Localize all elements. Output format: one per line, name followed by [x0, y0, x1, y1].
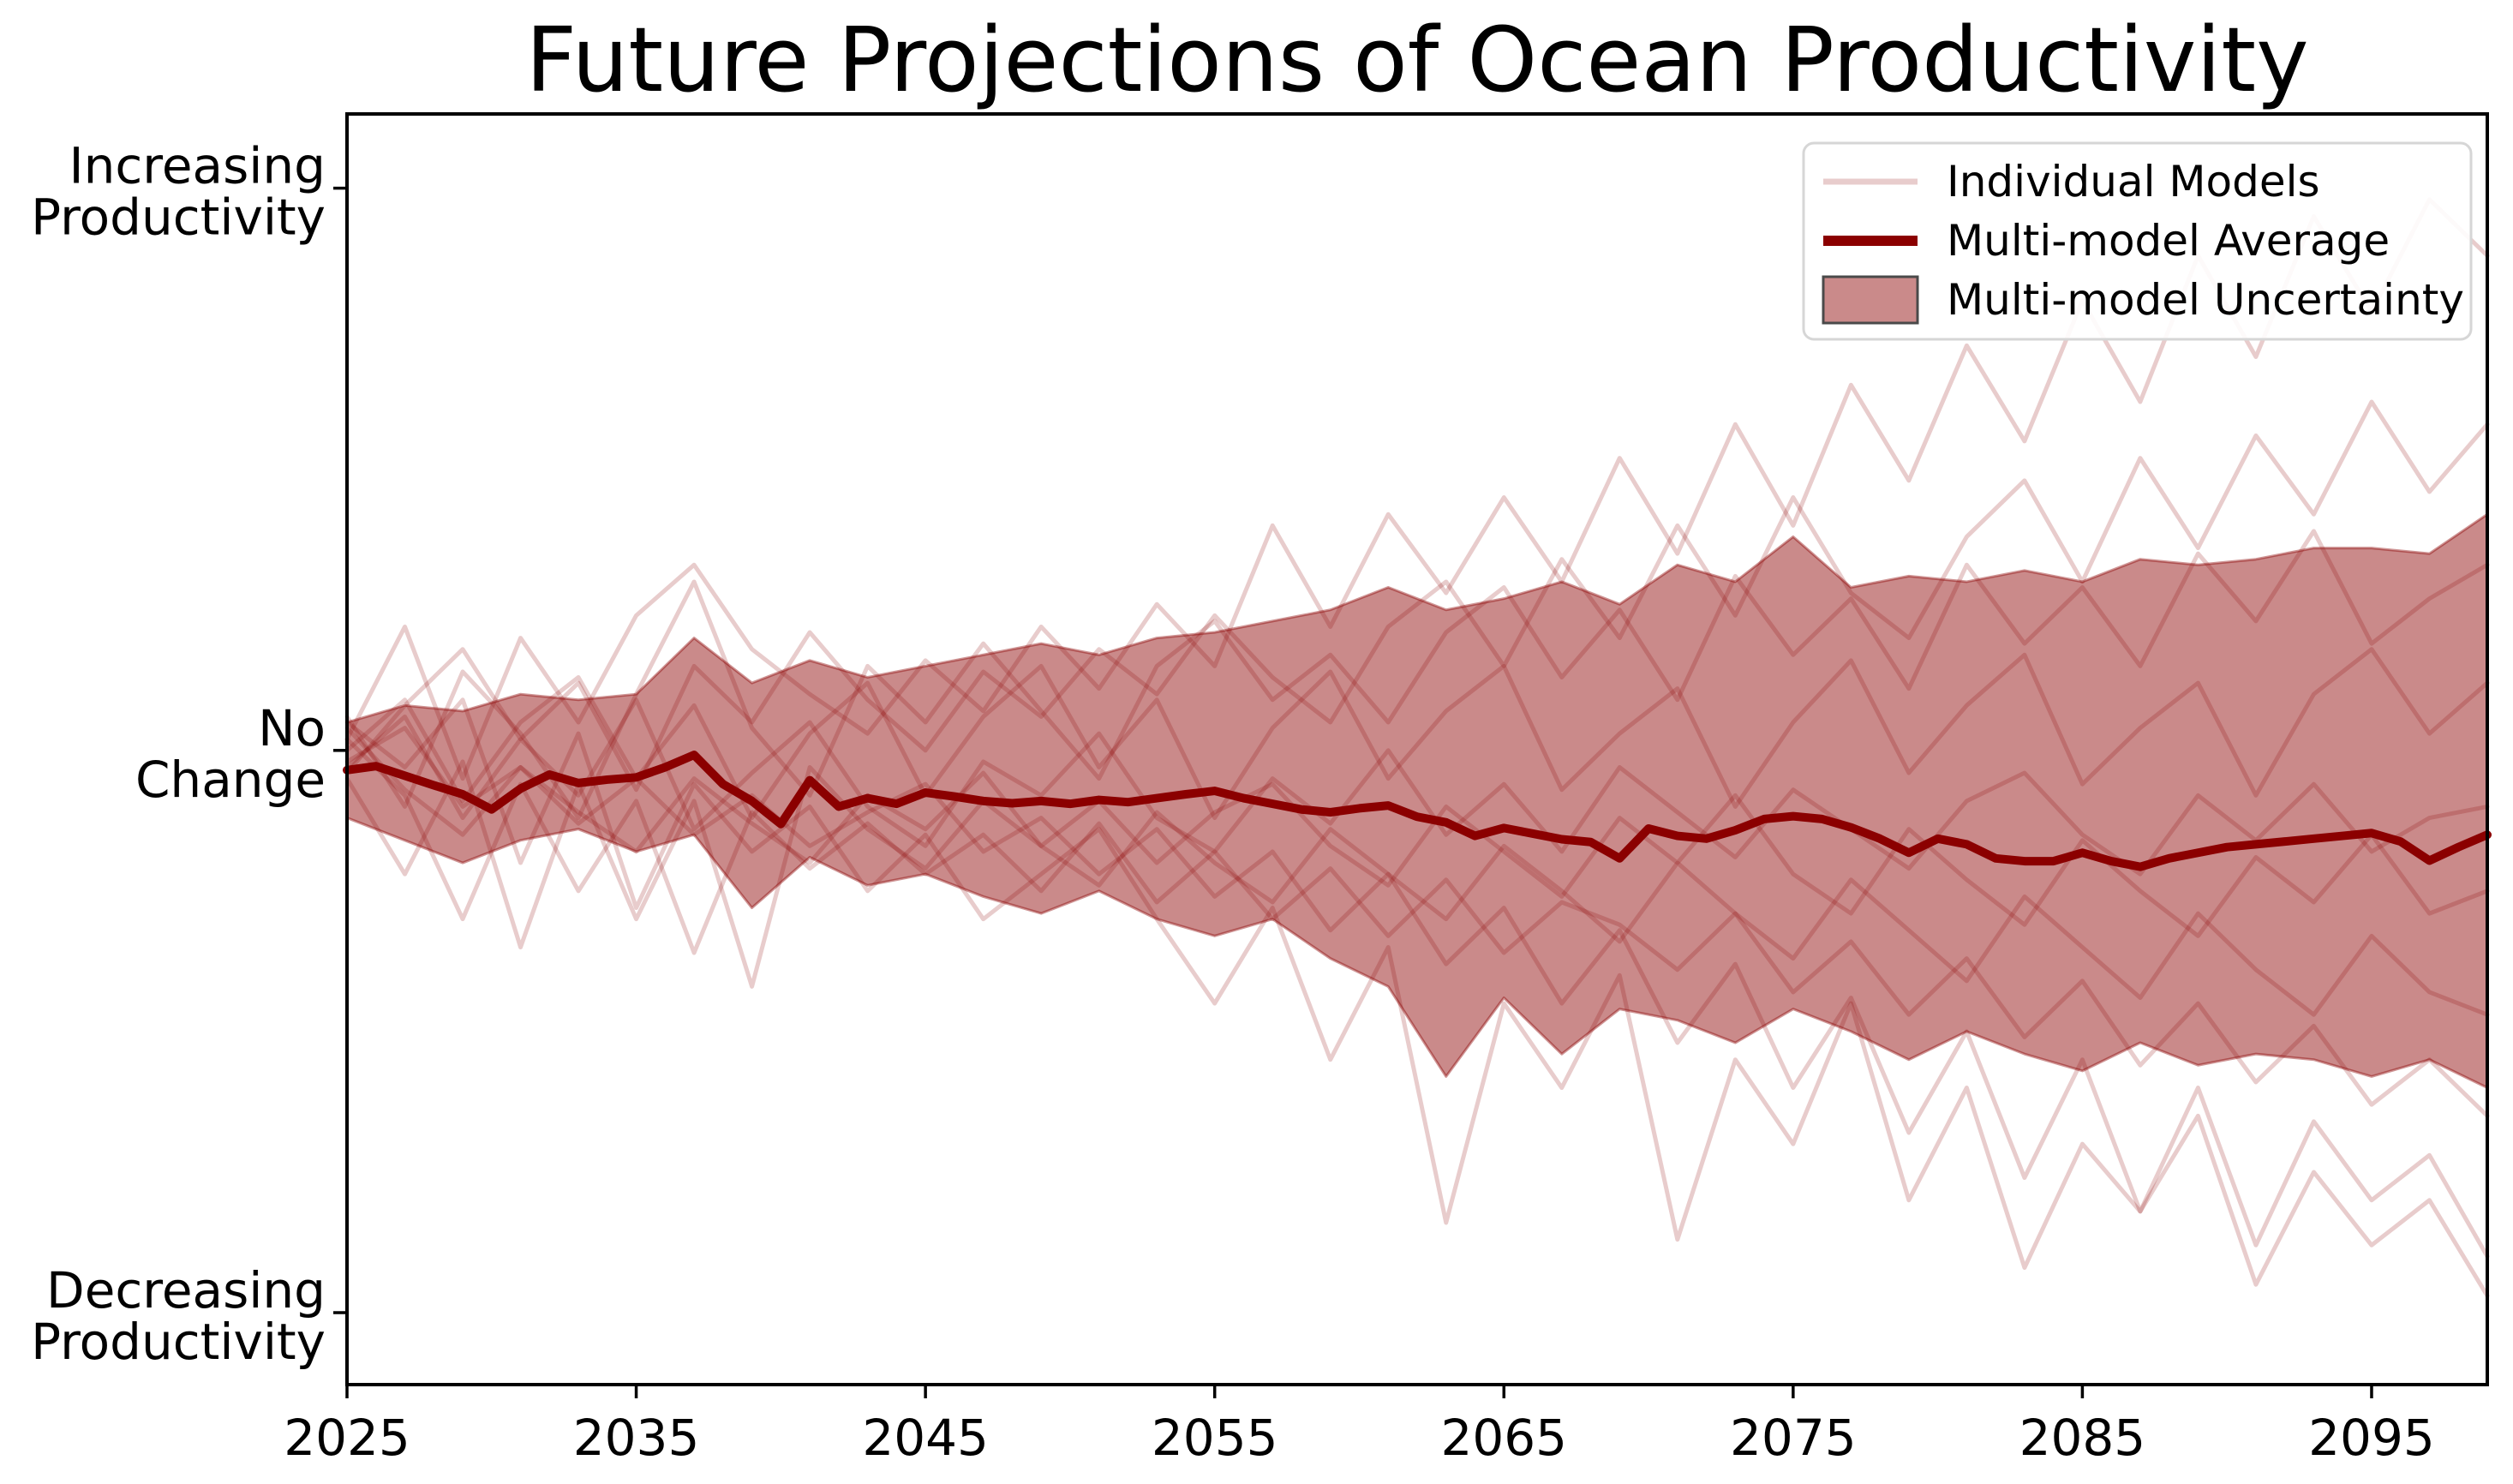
x-tick-label: 2055: [1152, 1409, 1278, 1467]
individual-model-line: [344, 647, 2490, 821]
legend-uncertainty-swatch: [1822, 275, 1919, 325]
x-tick-label: 2085: [2019, 1409, 2146, 1467]
individual-model-line: [344, 197, 2490, 781]
x-tick-label: 2065: [1440, 1409, 1567, 1467]
uncertainty-band: [345, 512, 2489, 1090]
individual-model-line: [344, 697, 2490, 1298]
axes-layer: 2025 2035 2045 2055 2065 2075 2085 2095 Increasi…: [31, 112, 2489, 1467]
individual-model-lines: [344, 197, 2490, 1298]
y-tick-label: Decreasing Productivity: [31, 1261, 326, 1371]
x-tick-label: 2025: [284, 1409, 410, 1467]
average-line-layer: [343, 751, 2492, 871]
individual-model-line: [344, 737, 2490, 1118]
uncertainty-band-layer: [345, 512, 2489, 1090]
x-tick-label: 2045: [862, 1409, 989, 1467]
y-tick-label: Increasing Productivity: [31, 137, 326, 247]
legend: Individual Models Multi-model Average Mu…: [1802, 141, 2473, 341]
chart-title: Future Projections of Ocean Productivity: [525, 8, 2308, 112]
x-tick-label: 2075: [1730, 1409, 1857, 1467]
individual-model-line: [344, 726, 2490, 1259]
legend-average-label: Multi-model Average: [1947, 216, 2390, 266]
x-tick-label: 2095: [2308, 1409, 2435, 1467]
individual-model-line: [344, 759, 2490, 1017]
individual-model-line: [344, 399, 2490, 793]
y-tick-label: No Change: [135, 699, 326, 809]
legend-uncertainty-label: Multi-model Uncertainty: [1947, 275, 2464, 325]
legend-box: [1802, 141, 2473, 341]
x-tick-label: 2035: [573, 1409, 700, 1467]
individual-model-line: [344, 726, 2490, 938]
legend-individual-models-label: Individual Models: [1947, 157, 2320, 206]
individual-model-line: [344, 529, 2490, 821]
average-line: [343, 751, 2492, 871]
